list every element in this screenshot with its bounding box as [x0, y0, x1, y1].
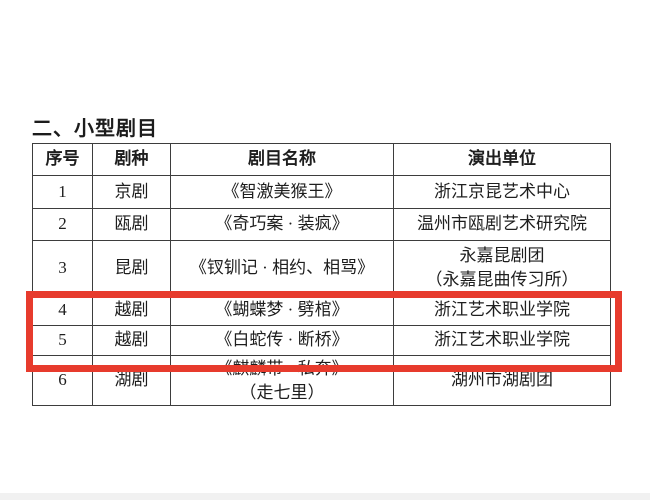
- cell-title-line1: 《麒麟带 · 私奔》: [215, 358, 349, 378]
- cell-no: 1: [32, 175, 93, 209]
- header-title: 剧目名称: [170, 143, 394, 176]
- cell-title: 《白蛇传 · 断桥》: [170, 325, 394, 356]
- cell-no: 2: [32, 208, 93, 241]
- header-no: 序号: [32, 143, 93, 176]
- cell-genre: 越剧: [92, 325, 171, 356]
- cell-genre: 昆剧: [92, 240, 171, 296]
- cell-unit: 浙江艺术职业学院: [393, 295, 611, 326]
- header-genre: 剧种: [92, 143, 171, 176]
- header-unit: 演出单位: [393, 143, 611, 176]
- cell-unit: 浙江京昆艺术中心: [393, 175, 611, 209]
- cell-no: 3: [32, 240, 93, 296]
- cell-no: 6: [32, 355, 93, 406]
- cell-genre: 湖剧: [92, 355, 171, 406]
- table-header-row: 序号 剧种 剧目名称 演出单位: [32, 143, 611, 176]
- cell-no: 4: [32, 295, 93, 326]
- cell-genre: 瓯剧: [92, 208, 171, 241]
- cell-genre: 越剧: [92, 295, 171, 326]
- bottom-edge-strip: [0, 493, 650, 500]
- cell-title: 《蝴蝶梦 · 劈棺》: [170, 295, 394, 326]
- cell-title-line2: （走七里）: [239, 382, 325, 402]
- cell-title: 《麒麟带 · 私奔》 （走七里）: [170, 355, 394, 406]
- repertoire-table: 序号 剧种 剧目名称 演出单位 1 京剧 《智激美猴王》 浙江京昆艺术中心 2 …: [32, 143, 611, 406]
- table-row-highlighted: 5 越剧 《白蛇传 · 断桥》 浙江艺术职业学院: [32, 325, 611, 356]
- cell-unit: 浙江艺术职业学院: [393, 325, 611, 356]
- section-title: 二、小型剧目: [32, 118, 158, 140]
- cell-unit: 湖州市湖剧团: [393, 355, 611, 406]
- cell-unit: 温州市瓯剧艺术研究院: [393, 208, 611, 241]
- table-row: 6 湖剧 《麒麟带 · 私奔》 （走七里） 湖州市湖剧团: [32, 355, 611, 406]
- table-row: 1 京剧 《智激美猴王》 浙江京昆艺术中心: [32, 175, 611, 209]
- cell-no: 5: [32, 325, 93, 356]
- cell-title: 《智激美猴王》: [170, 175, 394, 209]
- cell-unit-line2: （永嘉昆曲传习所）: [425, 270, 579, 289]
- cell-genre: 京剧: [92, 175, 171, 209]
- table-row: 2 瓯剧 《奇巧案 · 装疯》 温州市瓯剧艺术研究院: [32, 208, 611, 241]
- table-row-highlighted: 4 越剧 《蝴蝶梦 · 劈棺》 浙江艺术职业学院: [32, 295, 611, 326]
- cell-title: 《奇巧案 · 装疯》: [170, 208, 394, 241]
- cell-unit: 永嘉昆剧团 （永嘉昆曲传习所）: [393, 240, 611, 296]
- cell-unit-line1: 永嘉昆剧团: [459, 246, 545, 265]
- cell-title: 《钗钏记 · 相约、相骂》: [170, 240, 394, 296]
- table-row: 3 昆剧 《钗钏记 · 相约、相骂》 永嘉昆剧团 （永嘉昆曲传习所）: [32, 240, 611, 296]
